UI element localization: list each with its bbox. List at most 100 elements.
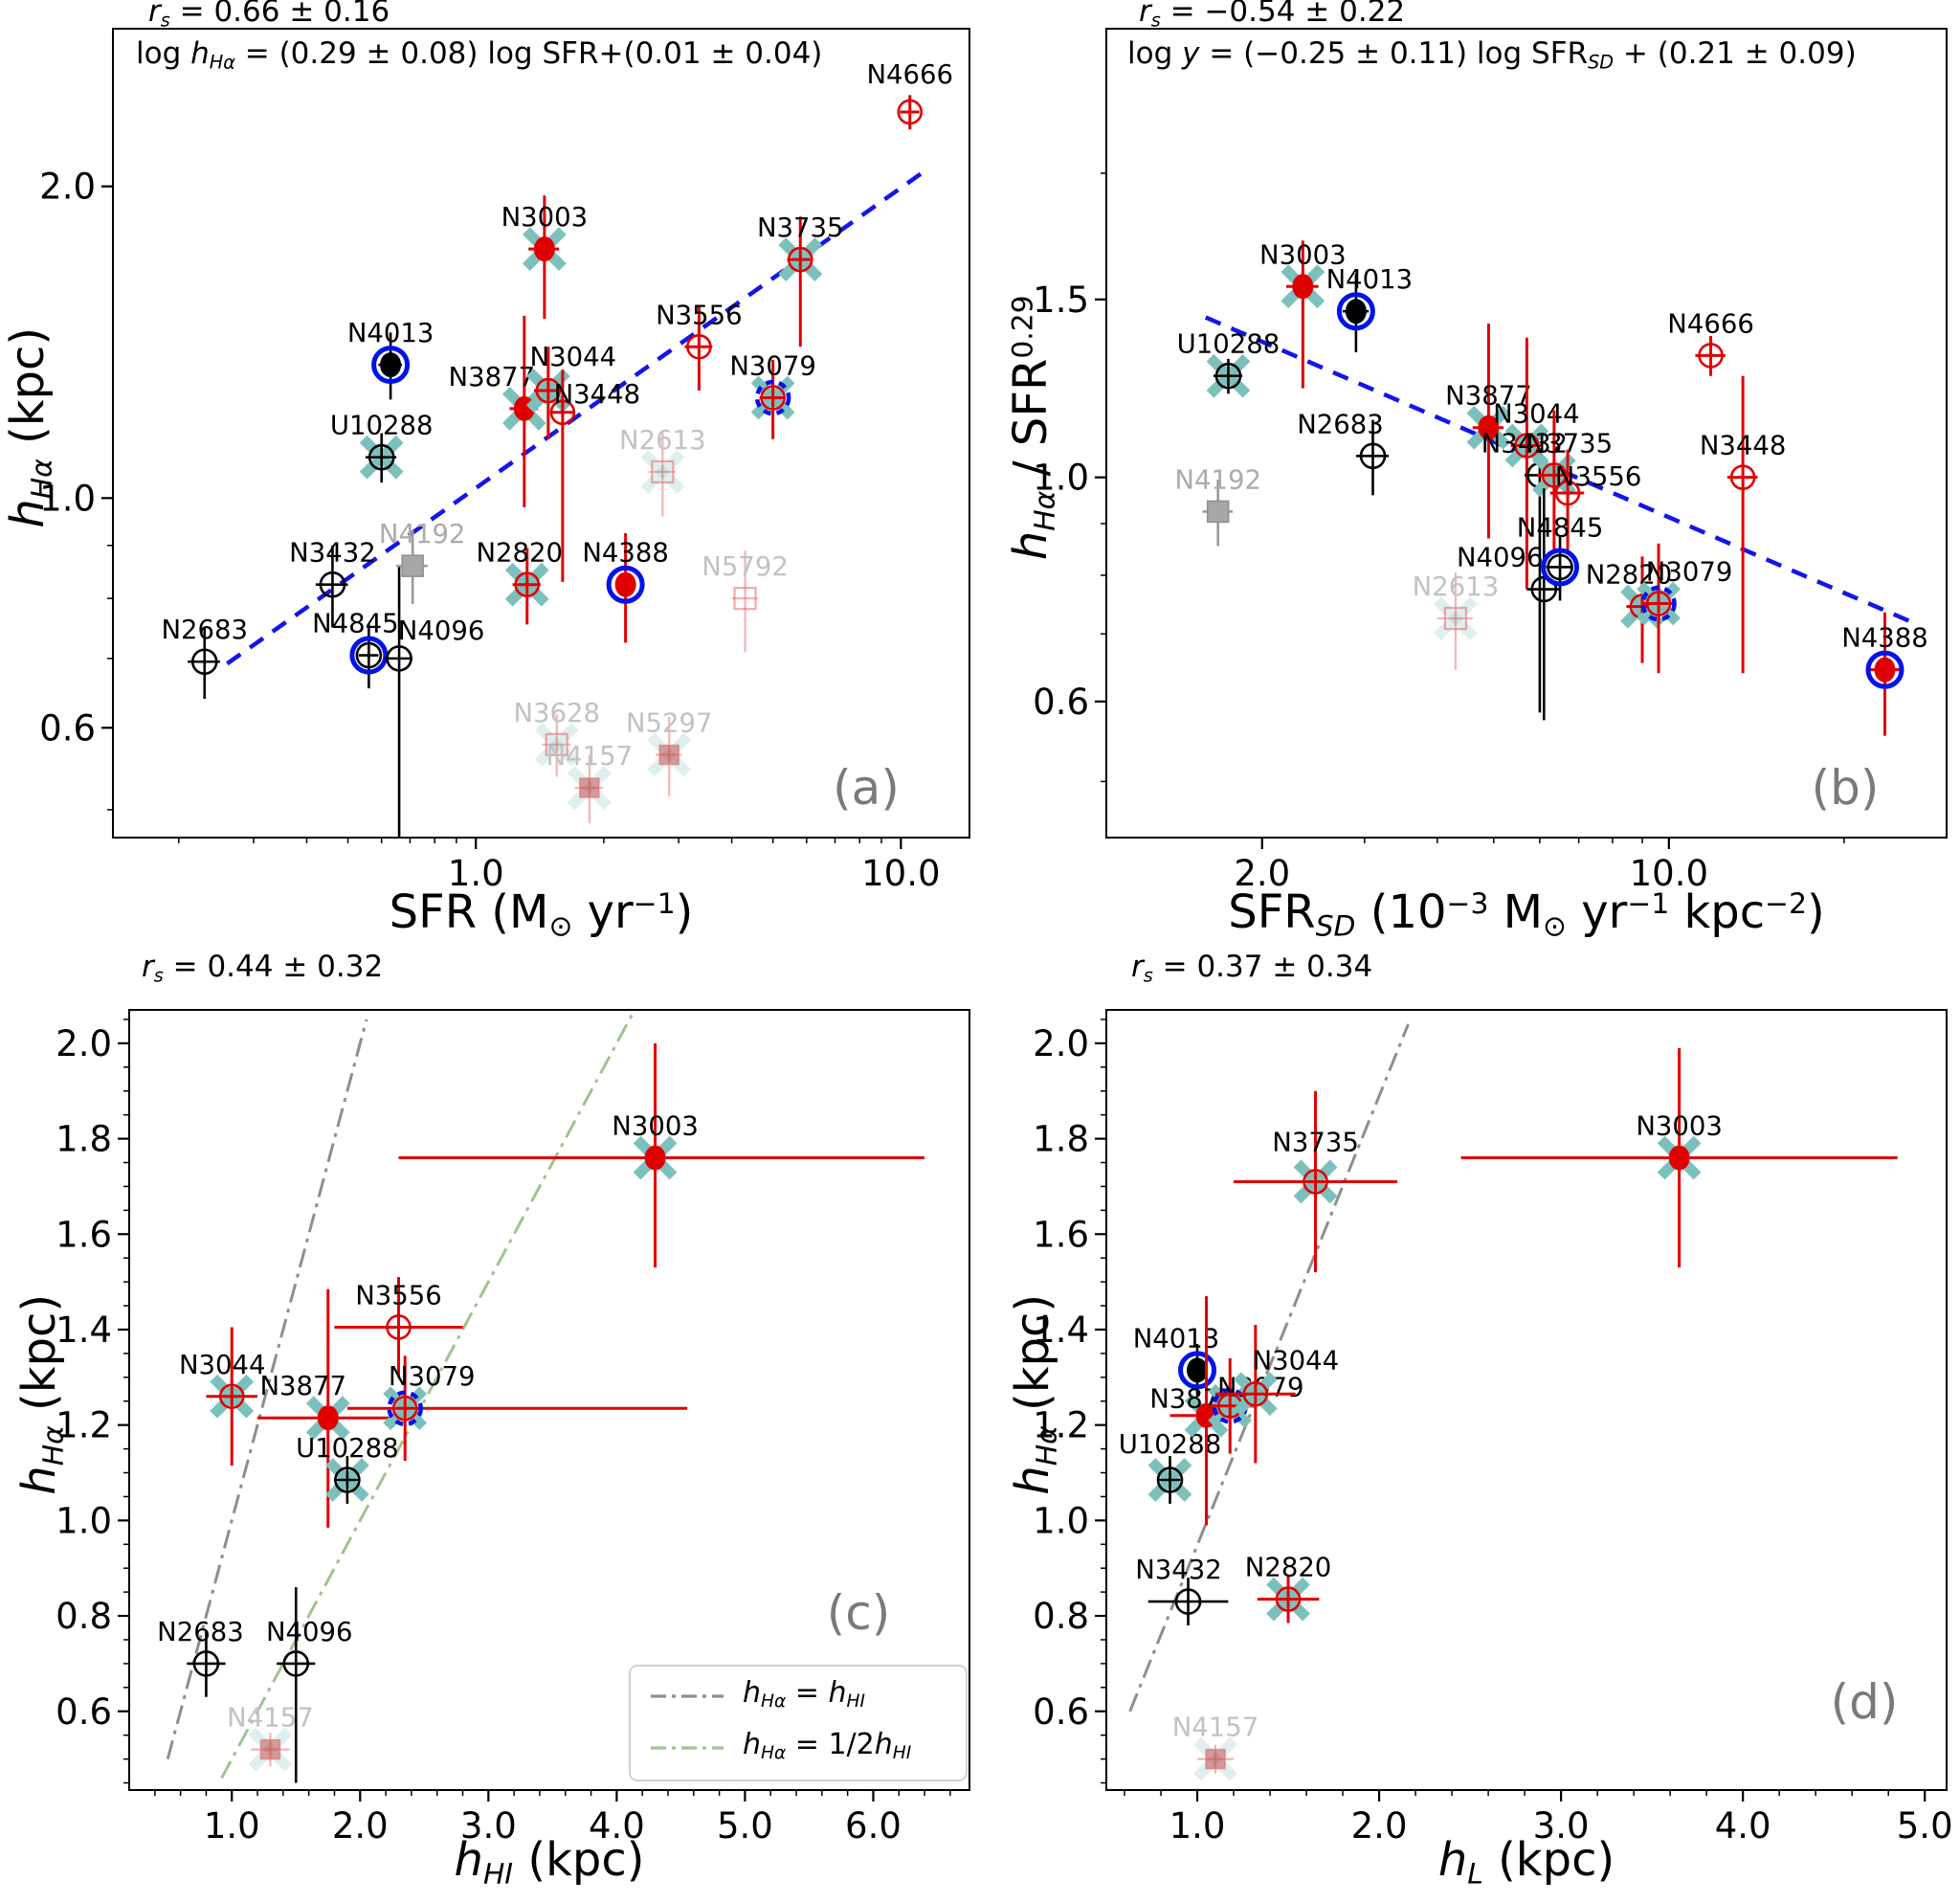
galaxy-label-N4666: N4666 xyxy=(1667,308,1754,339)
legend-label-1: hHα = 1/2hHI xyxy=(743,1728,912,1764)
panel-a-point-N4096: N4096 xyxy=(384,566,484,838)
panel-c-point-N4096: N4096 xyxy=(266,1587,353,1783)
panel-d-title: rs = 0.37 ± 0.34 xyxy=(1131,950,1373,987)
panel-c-point-U10288: U10288 xyxy=(296,1433,399,1504)
galaxy-label-N4013: N4013 xyxy=(347,318,434,348)
galaxy-label-N3432: N3432 xyxy=(289,538,376,569)
panel-c-xtick: 1.0 xyxy=(204,1805,260,1847)
panel-b-xtick: 2.0 xyxy=(1234,853,1290,894)
panel-c-xtick: 4.0 xyxy=(589,1805,645,1847)
blue-ring-icon xyxy=(606,565,645,604)
panel-a-point-N3556: N3556 xyxy=(656,300,743,392)
panel-d-xtick: 1.0 xyxy=(1169,1805,1226,1847)
panel-c-xtick: 6.0 xyxy=(845,1805,902,1847)
panel-a-point-N3432: N3432 xyxy=(289,538,376,628)
panel-d-ytick: 1.8 xyxy=(1033,1119,1089,1160)
panel-a-title: rs = 0.66 ± 0.16 xyxy=(148,0,390,32)
galaxy-label-N2820: N2820 xyxy=(1245,1553,1332,1583)
galaxy-label-N4157: N4157 xyxy=(227,1703,314,1734)
panel-c-ytick: 0.6 xyxy=(56,1691,112,1733)
panel-a-point-N2820: N2820 xyxy=(476,538,563,625)
galaxy-label-N2820: N2820 xyxy=(476,538,563,569)
panel-a-point-N3735: N3735 xyxy=(757,213,844,347)
panel-a-ylabel: hHα (kpc) xyxy=(1,326,59,528)
panel-a-point-N4666: N4666 xyxy=(866,59,953,130)
blue-dashed-ring-icon xyxy=(387,1390,423,1426)
galaxy-label-N4157: N4157 xyxy=(546,741,634,772)
panel-b-point-N3448: N3448 xyxy=(1700,375,1786,674)
panel-d-point-N3003: N3003 xyxy=(1460,1047,1898,1268)
panel-b-point-N4013: N4013 xyxy=(1326,264,1413,352)
galaxy-label-U10288: U10288 xyxy=(330,411,434,441)
panel-c-ytick: 1.2 xyxy=(56,1405,112,1446)
panel-c-xtick: 2.0 xyxy=(332,1805,389,1847)
galaxy-label-N2683: N2683 xyxy=(157,1617,244,1647)
panel-c-xlabel: hHI (kpc) xyxy=(454,1833,645,1892)
panel-b-point-N4096: N4096 xyxy=(1457,488,1561,721)
panel-a-frame xyxy=(112,28,970,839)
panel-d-xlabel: hL (kpc) xyxy=(1437,1833,1615,1892)
panel-d-xtick: 5.0 xyxy=(1897,1805,1953,1847)
galaxy-label-N3003: N3003 xyxy=(501,202,589,233)
panel-d: 1.0 2.0 3.0 4.0 5.0 0.6 0.8 1.0 1.2 1.4 1.6 1.8 2.0 U… xyxy=(1033,1009,1953,1847)
panel-c-ylabel: hHα (kpc) xyxy=(12,1293,71,1495)
panel-d-ytick: 0.8 xyxy=(1033,1596,1089,1637)
blue-ring-icon xyxy=(1336,292,1375,331)
panel-b-xtick: 10.0 xyxy=(1630,853,1708,894)
panel-b-equation: log y = (−0.25 ± 0.11) log SFRSD + (0.21… xyxy=(1127,36,1857,74)
halo-x-icon xyxy=(1434,596,1478,640)
panel-a-point-N3448: N3448 xyxy=(549,369,641,582)
galaxy-label-N3044: N3044 xyxy=(530,342,617,372)
blue-dashed-ring-icon xyxy=(1640,585,1677,622)
panel-a-xtick: 10.0 xyxy=(861,853,940,894)
galaxy-label-N4845: N4845 xyxy=(312,609,399,639)
legend-label-0: hHα = hHI xyxy=(743,1676,865,1713)
panel-c-point-N3556: N3556 xyxy=(334,1277,463,1377)
panel-d-ytick: 1.6 xyxy=(1033,1214,1089,1255)
panel-a-point-N2613: N2613 xyxy=(619,425,706,517)
panel-d-ytick: 2.0 xyxy=(1033,1023,1089,1064)
panel-d-frame xyxy=(1105,1009,1948,1791)
panel-letter-a: (a) xyxy=(833,760,900,816)
panel-c-point-N3044: N3044 xyxy=(179,1327,266,1466)
panel-b-ytick: 1.5 xyxy=(1033,280,1089,321)
panel-d-point-N3432: N3432 xyxy=(1135,1555,1229,1626)
galaxy-label-U10288: U10288 xyxy=(1119,1429,1222,1460)
panel-a-equation: log hHα = (0.29 ± 0.08) log SFR+(0.01 ± … xyxy=(136,36,823,74)
galaxy-label-U10288: U10288 xyxy=(1177,329,1281,360)
panel-b-frame xyxy=(1105,28,1948,839)
galaxy-label-N3448: N3448 xyxy=(554,379,641,410)
galaxy-label-N3044: N3044 xyxy=(1253,1345,1340,1376)
panel-b-point-N4845: N4845 xyxy=(1517,512,1604,601)
galaxy-label-N3556: N3556 xyxy=(355,1280,442,1310)
panel-b-point-N4666: N4666 xyxy=(1667,308,1754,376)
panel-b-point-N2613: N2613 xyxy=(1413,571,1499,670)
panel-a-point-N3628: N3628 xyxy=(513,698,600,777)
galaxy-label-N3556: N3556 xyxy=(1555,461,1642,492)
panel-a-point-N3044: N3044 xyxy=(525,342,617,439)
panel-a-point-N4388: N4388 xyxy=(582,532,669,643)
panel-b-point-N3079: N3079 xyxy=(1637,543,1732,674)
galaxy-label-N3003: N3003 xyxy=(612,1111,699,1142)
galaxy-label-N2683: N2683 xyxy=(161,615,248,645)
galaxy-label-N3877: N3877 xyxy=(449,362,536,392)
panel-d-ytick: 1.4 xyxy=(1033,1310,1089,1351)
panel-a-point-N4845: N4845 xyxy=(312,609,399,689)
panel-b-ytick: 1.0 xyxy=(1033,458,1089,499)
panel-c-ytick: 1.6 xyxy=(56,1214,112,1255)
panel-d-point-U10288: U10288 xyxy=(1119,1429,1222,1504)
galaxy-label-N4845: N4845 xyxy=(1517,512,1604,543)
panel-d-ytick: 0.6 xyxy=(1033,1691,1089,1733)
panel-c-point-N3003: N3003 xyxy=(398,1042,925,1268)
galaxy-label-N5792: N5792 xyxy=(702,551,789,582)
blue-ring-icon xyxy=(1865,650,1904,689)
galaxy-label-N5297: N5297 xyxy=(626,708,713,739)
blue-ring-icon xyxy=(371,346,411,385)
panel-c-xtick: 3.0 xyxy=(460,1805,517,1847)
panel-c-ytick: 1.8 xyxy=(56,1119,112,1160)
panel-a-ytick: 0.6 xyxy=(39,707,96,749)
panel-d-point-N4157: N4157 xyxy=(1172,1713,1258,1781)
panel-d-point-N3044: N3044 xyxy=(1215,1324,1340,1464)
